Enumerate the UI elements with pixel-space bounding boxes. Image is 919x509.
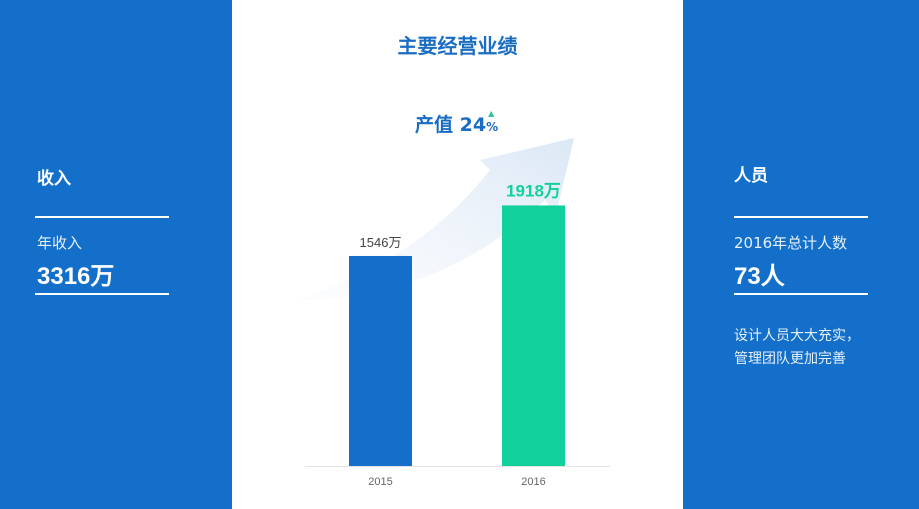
note-line: 设计人员大大充实， bbox=[734, 328, 860, 344]
divider bbox=[734, 293, 868, 295]
income-title: 收入 bbox=[37, 169, 71, 189]
staff-title: 人员 bbox=[734, 166, 768, 186]
growth-label: 产值 bbox=[415, 114, 454, 136]
divider bbox=[734, 216, 868, 218]
income-panel: 收入 年收入 3316万 bbox=[0, 0, 232, 509]
staff-label: 2016年总计人数 bbox=[734, 234, 848, 252]
up-triangle-icon: ▲ bbox=[488, 109, 495, 118]
growth-arrow bbox=[296, 138, 574, 300]
staff-note: 设计人员大大充实， 管理团队更加完善 bbox=[734, 325, 894, 371]
data-label: 1546万 bbox=[360, 235, 402, 250]
data-label: 1918万 bbox=[506, 181, 561, 200]
staff-value: 73人 bbox=[734, 263, 785, 290]
divider bbox=[35, 293, 169, 295]
income-value: 3316万 bbox=[37, 263, 115, 290]
divider bbox=[35, 216, 169, 218]
bar-2015 bbox=[349, 255, 412, 466]
bar-2016 bbox=[502, 205, 565, 466]
growth-indicator: 产值 24 ▲% bbox=[415, 109, 499, 137]
growth-unit: ▲% bbox=[486, 109, 499, 134]
x-tick-label: 2015 bbox=[368, 476, 392, 488]
staff-panel: 人员 2016年总计人数 73人 设计人员大大充实， 管理团队更加完善 bbox=[683, 0, 919, 509]
income-label: 年收入 bbox=[37, 234, 83, 252]
growth-value: 24 bbox=[459, 114, 487, 136]
note-line: 管理团队更加完善 bbox=[734, 351, 846, 367]
page-title: 主要经营业绩 bbox=[397, 34, 518, 58]
x-tick-label: 2016 bbox=[521, 476, 545, 488]
